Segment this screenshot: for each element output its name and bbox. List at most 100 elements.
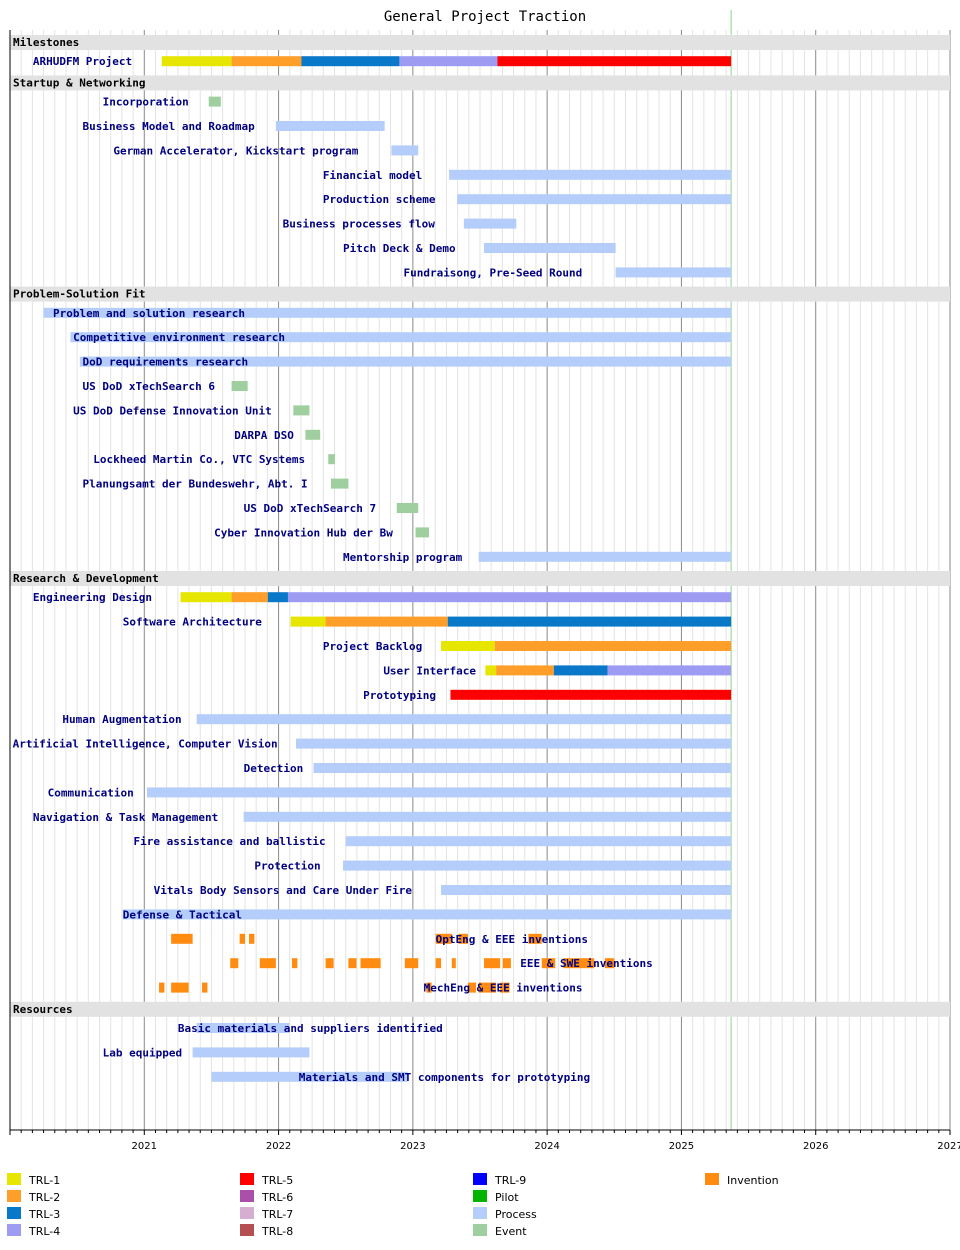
task-label: Basic materials and suppliers identified [178,1022,443,1035]
legend-item-trl2: TRL-2 [7,1190,60,1204]
legend-swatch [7,1173,21,1185]
bar-process [79,356,732,367]
bar-process [211,1071,408,1082]
legend-label: Event [495,1225,527,1238]
bar-process [457,194,732,205]
legend-swatch [473,1173,487,1185]
bar-trl3 [267,592,288,603]
bar-invention [404,958,419,969]
bar-event [305,429,321,440]
bar-invention [478,982,497,993]
task-row-business-processes-flow: Business processes flow [283,218,517,231]
task-row-detection: Detection [244,762,732,775]
task-label: Fire assistance and ballistic [134,835,326,848]
bar-trl1 [161,56,232,67]
task-row-cyber-innovation-hub-der-bw: Cyber Innovation Hub der Bw [214,526,429,539]
bar-trl3 [553,665,608,676]
task-row-engineering-design: Engineering Design [33,591,732,604]
task-row-basic-materials-and-suppliers-identified: Basic materials and suppliers identified [178,1022,443,1035]
bar-event [208,96,221,107]
task-row-us-dod-xtechsearch-6: US DoD xTechSearch 6 [83,380,248,393]
legend-swatch [473,1224,487,1236]
legend-label: TRL-4 [28,1225,60,1238]
section-title: Research & Development [13,572,159,585]
legend-item-trl8: TRL-8 [240,1224,293,1238]
legend-label: TRL-8 [261,1225,293,1238]
bar-trl2 [496,665,554,676]
bar-trl4 [399,56,498,67]
task-label: OptEng & EEE inventions [436,933,588,946]
task-label: Navigation & Task Management [33,811,218,824]
task-label: Prototyping [363,689,436,702]
bar-process [449,169,732,180]
section-problem-solution-fit: Problem-Solution Fit Problem and solution… [10,286,950,564]
task-label: MechEng & EEE inventions [424,982,583,995]
task-row-planungsamt-der-bundeswehr-abt-i: Planungsamt der Bundeswehr, Abt. I [83,478,349,491]
section-band [10,1001,950,1017]
task-row-us-dod-xtechsearch-7: US DoD xTechSearch 7 [244,502,419,515]
task-row-darpa-dso: DARPA DSO [234,429,321,442]
bar-process [484,243,616,253]
bar-invention [435,933,452,944]
task-label: Lab equipped [103,1046,182,1059]
bar-invention [239,933,245,944]
task-row-opteng-and-eee-inventions: OptEng & EEE inventions [171,933,588,946]
bar-event [396,503,419,513]
bar-event [330,478,349,489]
task-label: Artificial Intelligence, Computer Vision [13,738,278,751]
task-row-mecheng-and-eee-inventions: MechEng & EEE inventions [159,982,583,995]
section-band [10,75,950,91]
bar-invention [360,958,381,969]
task-row-business-model-and-roadmap: Business Model and Roadmap [83,120,385,133]
bar-invention [467,982,476,993]
bar-process [615,267,732,278]
bar-trl1 [441,641,495,651]
legend-label: TRL-2 [28,1191,60,1204]
bar-trl4 [607,665,732,676]
bar-process [192,1047,310,1058]
legend-item-trl5: TRL-5 [240,1173,293,1187]
task-row-dod-requirements-research: DoD requirements research [79,356,732,369]
legend-label: TRL-9 [494,1174,526,1187]
task-label: Protection [254,860,320,873]
bar-invention [458,933,468,944]
bar-event [293,405,310,416]
x-tick-label: 2021 [132,1141,157,1152]
bar-process [43,307,732,318]
bar-event [328,454,335,465]
task-row-lockheed-martin-co-vtc-systems: Lockheed Martin Co., VTC Systems [93,453,335,466]
task-label: Production scheme [323,193,436,206]
bar-invention [249,933,255,944]
bar-trl1 [290,616,326,627]
task-label: Engineering Design [33,591,152,604]
legend-label: TRL-7 [261,1208,293,1221]
task-row-lab-equipped: Lab equipped [103,1046,310,1059]
bar-process [275,121,385,131]
task-label: Financial model [323,169,422,182]
bar-trl1 [485,665,497,676]
bar-invention [451,958,456,969]
legend-swatch [705,1173,719,1185]
section-milestones: Milestones ARHUDFM Project [10,35,950,68]
task-label: Cyber Innovation Hub der Bw [214,526,393,539]
task-label: Fundraisong, Pre-Seed Round [403,266,582,279]
bar-process [296,738,732,749]
legend-item-trl7: TRL-7 [240,1207,293,1221]
bar-trl4 [287,592,732,603]
bar-process [196,1023,290,1033]
task-label: Incorporation [103,96,189,109]
task-row-us-dod-defense-innovation-unit: US DoD Defense Innovation Unit [73,404,310,417]
task-label: EEE & SWE inventions [520,957,652,970]
bar-invention [541,958,556,969]
section-title: Problem-Solution Fit [13,288,145,301]
task-label: User Interface [383,664,476,677]
sections: Milestones ARHUDFM Project Startup & Netwo… [10,35,950,1084]
task-label: US DoD Defense Innovation Unit [73,404,272,417]
section-title: Startup & Networking [13,76,145,89]
chart-title: General Project Traction [384,9,586,25]
task-row-navigation-and-task-management: Navigation & Task Management [33,811,732,824]
task-row-materials-and-smt-components-for-prototyping: Materials and SMT components for prototy… [211,1071,590,1084]
task-row-pitch-deck-and-demo: Pitch Deck & Demo [343,242,616,255]
task-row-financial-model: Financial model [323,169,732,182]
legend-swatch [240,1224,254,1236]
